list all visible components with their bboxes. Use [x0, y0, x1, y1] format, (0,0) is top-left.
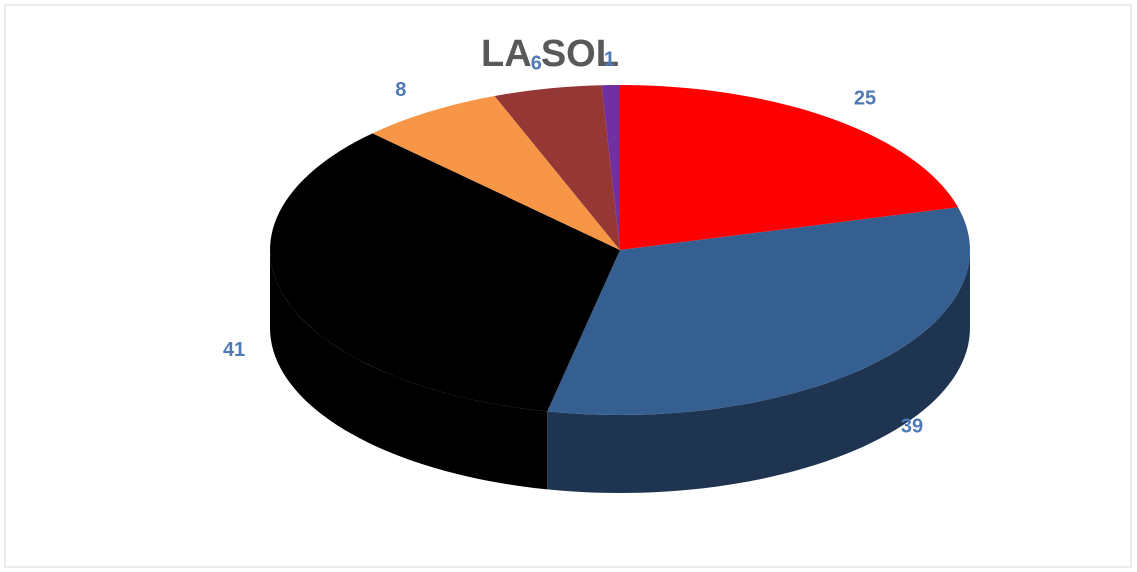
- data-label: 41: [223, 339, 245, 361]
- pie-slice: [601, 85, 620, 250]
- pie-slice: [620, 85, 959, 250]
- pie-side: [270, 250, 548, 490]
- pie-slice: [270, 133, 620, 412]
- pie-slice: [494, 85, 620, 250]
- pie-slice: [547, 207, 970, 415]
- pie-side: [547, 250, 970, 493]
- data-label: 39: [901, 416, 923, 438]
- data-label: 8: [395, 79, 406, 101]
- chart-title: LA SOL: [481, 33, 619, 75]
- data-label: 1: [604, 49, 615, 71]
- data-label: 25: [854, 88, 876, 110]
- pie: [270, 85, 970, 493]
- pie-slice: [372, 95, 620, 250]
- data-label: 6: [531, 53, 542, 75]
